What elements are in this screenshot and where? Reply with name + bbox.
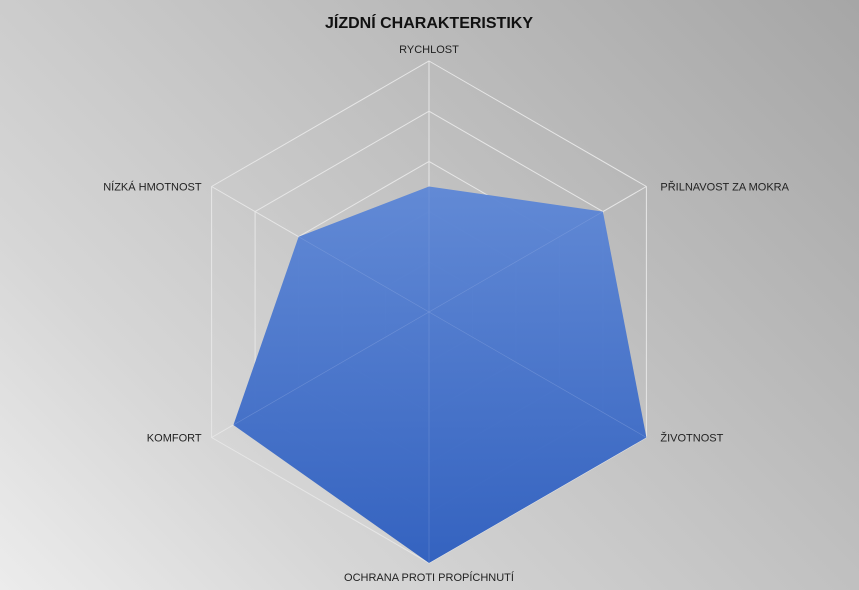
category-label: PŘILNAVOST ZA MOKRA: [660, 181, 789, 194]
inner-spoke: [428, 311, 647, 438]
category-labels: RYCHLOST PŘILNAVOST ZA MOKRA ŽIVOTNOST OCHR…: [103, 44, 789, 584]
chart-title: JÍZDNÍ CHARAKTERISTIKY: [325, 13, 533, 32]
category-label: KOMFORT: [147, 433, 202, 445]
category-label: OCHRANA PROTI PROPÍCHNUTÍ: [344, 571, 515, 584]
series-area: [233, 186, 647, 563]
category-label: RYCHLOST: [399, 44, 459, 56]
series-layer: [233, 186, 647, 563]
inner-spoke: [428, 211, 604, 313]
inner-spoke: [233, 311, 430, 426]
inner-spoke: [298, 236, 430, 313]
category-label: NÍZKÁ HMOTNOST: [103, 181, 202, 194]
category-label: ŽIVOTNOST: [660, 432, 723, 445]
